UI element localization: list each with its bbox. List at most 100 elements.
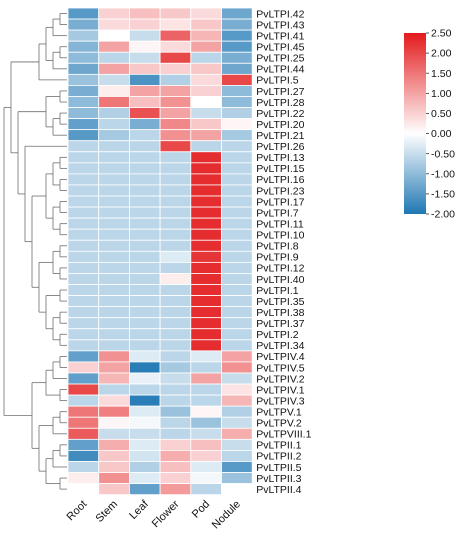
- heatmap-cell: [159, 118, 192, 131]
- heatmap-cell: [128, 40, 161, 53]
- heatmap-cell: [98, 40, 130, 53]
- heatmap-cell: [221, 461, 253, 473]
- row-label: PvLTPI.25: [256, 53, 304, 65]
- heatmap-cell: [159, 273, 192, 285]
- heatmap-cell: [159, 317, 192, 330]
- heatmap-cell: [221, 73, 253, 86]
- heatmap-cell: [98, 239, 130, 252]
- heatmap-cell: [190, 195, 222, 208]
- heatmap-cell: [128, 284, 161, 296]
- heatmap-cell: [159, 328, 192, 341]
- row-label: PvLTPI.45: [256, 42, 304, 54]
- heatmap-cell: [221, 250, 253, 263]
- heatmap-cell: [190, 184, 222, 197]
- heatmap-cell: [159, 29, 192, 42]
- heatmap-cell: [190, 295, 222, 308]
- heatmap-cell: [159, 416, 192, 429]
- heatmap-cell: [67, 217, 100, 230]
- heatmap-cell: [190, 284, 222, 296]
- heatmap-cell: [159, 239, 192, 252]
- heatmap-cell: [221, 328, 253, 341]
- heatmap-cell: [98, 416, 130, 429]
- heatmap-cell: [190, 239, 222, 252]
- row-label: PvLTPIV.3: [256, 395, 305, 407]
- heatmap-cell: [98, 51, 130, 64]
- heatmap-cell: [221, 472, 253, 484]
- heatmap-cell: [221, 96, 253, 108]
- heatmap-cell: [128, 483, 161, 496]
- heatmap-cell: [98, 250, 130, 263]
- heatmap-cell: [159, 427, 192, 440]
- heatmap-cell: [98, 162, 130, 175]
- heatmap-cell: [67, 51, 100, 64]
- heatmap-cell: [159, 173, 192, 186]
- heatmap-cell: [128, 73, 161, 86]
- heatmap-cell: [67, 317, 100, 330]
- row-label: PvLTPI.5: [256, 75, 299, 87]
- column-label: Nodule: [210, 498, 243, 531]
- row-label: PvLTPI.2: [256, 329, 299, 341]
- row-label: PvLTPI.12: [256, 263, 304, 275]
- heatmap-cell: [67, 73, 100, 86]
- heatmap-cell: [159, 483, 192, 496]
- heatmap-cell: [190, 118, 222, 131]
- heatmap-cell: [128, 18, 161, 31]
- heatmap-cell: [128, 317, 161, 330]
- row-label: PvLTPI.41: [256, 30, 304, 42]
- row-label: PvLTPI.26: [256, 141, 304, 153]
- heatmap-cell: [159, 151, 192, 164]
- heatmap-cell: [98, 306, 130, 319]
- heatmap-cell: [128, 306, 161, 319]
- heatmap-cell: [159, 350, 192, 363]
- heatmap-cell: [221, 394, 253, 407]
- heatmap-cell: [67, 96, 100, 108]
- heatmap-cell: [221, 295, 253, 308]
- heatmap-cell: [128, 339, 161, 352]
- heatmap-cell: [221, 261, 253, 274]
- heatmap-cell: [221, 372, 253, 385]
- heatmap-cell: [190, 261, 222, 274]
- row-label: PvLTPI.27: [256, 86, 304, 98]
- row-label: PvLTPI.43: [256, 19, 304, 31]
- heatmap-cell: [221, 162, 253, 175]
- heatmap-cell: [221, 306, 253, 319]
- heatmap-cell: [98, 62, 130, 75]
- heatmap-cell: [190, 250, 222, 263]
- heatmap-cell: [128, 438, 161, 451]
- heatmap-cell: [221, 273, 253, 285]
- heatmap-cell: [98, 118, 130, 131]
- heatmap-cell: [159, 18, 192, 31]
- heatmap-cell: [67, 250, 100, 263]
- heatmap-cell: [128, 162, 161, 175]
- heatmap-cell: [128, 228, 161, 241]
- heatmap-cell: [190, 29, 222, 42]
- heatmap-cell: [98, 472, 130, 484]
- heatmap-cell: [159, 472, 192, 484]
- heatmap-cell: [128, 361, 161, 374]
- row-label: PvLTPI.38: [256, 307, 304, 319]
- heatmap-cell: [67, 383, 100, 396]
- heatmap-cell: [190, 51, 222, 64]
- heatmap-cell: [67, 472, 100, 484]
- heatmap-cell: [128, 62, 161, 75]
- row-label: PvLTPI.9: [256, 252, 299, 264]
- heatmap-cell: [67, 361, 100, 374]
- heatmap-cell: [221, 129, 253, 142]
- heatmap-cell: [221, 51, 253, 64]
- heatmap-cell: [159, 449, 192, 462]
- heatmap-cell: [190, 405, 222, 418]
- heatmap-cell: [98, 228, 130, 241]
- heatmap-cell: [190, 129, 222, 142]
- heatmap-cell: [159, 85, 192, 97]
- heatmap-cell: [221, 228, 253, 241]
- heatmap-cell: [190, 339, 222, 352]
- heatmap-cell: [221, 206, 253, 219]
- heatmap-cell: [67, 7, 100, 20]
- heatmap-cell: [190, 7, 222, 20]
- heatmap-cell: [190, 472, 222, 484]
- heatmap-cell: [67, 350, 100, 363]
- heatmap-cell: [221, 284, 253, 296]
- heatmap-cell: [190, 228, 222, 241]
- heatmap-cell: [159, 206, 192, 219]
- heatmap-cell: [190, 62, 222, 75]
